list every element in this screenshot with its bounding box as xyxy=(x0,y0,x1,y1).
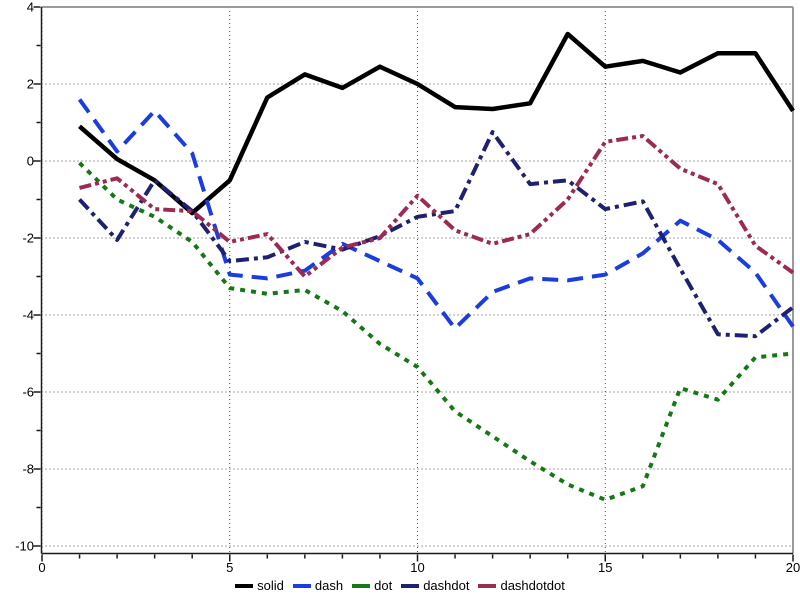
series-solid xyxy=(78,31,795,216)
legend-swatch-dash xyxy=(292,583,311,588)
x-tick-label: 20 xyxy=(786,560,800,575)
legend-label-solid: solid xyxy=(257,578,284,593)
legend-swatch-solid xyxy=(235,583,254,588)
legend-item-dot: dot xyxy=(352,578,392,593)
legend-item-dashdot: dashdot xyxy=(401,578,469,593)
y-tick-label: 2 xyxy=(27,77,34,92)
legend-label-dashdotdot: dashdotdot xyxy=(500,578,565,593)
y-tick-label: -4 xyxy=(22,308,34,323)
y-tick-label: -8 xyxy=(22,462,34,477)
legend-item-solid: solid xyxy=(235,578,284,593)
legend-label-dashdot: dashdot xyxy=(423,578,470,593)
legend-label-dot: dot xyxy=(374,578,393,593)
legend-swatch-dashdotdot xyxy=(478,583,497,588)
y-tick-label: 4 xyxy=(27,0,34,15)
y-tick-label: -6 xyxy=(22,385,34,400)
legend-swatch-dot xyxy=(352,583,371,588)
legend-item-dash: dash xyxy=(292,578,344,593)
legend-label-dash: dash xyxy=(314,578,344,593)
chart-legend: solid dash dot dashdot dashdotdot xyxy=(0,578,800,593)
x-tick-label: 5 xyxy=(226,560,233,575)
x-tick-label: 15 xyxy=(598,560,612,575)
y-tick-label: -2 xyxy=(22,231,34,246)
series-dashdotdot xyxy=(79,134,795,279)
x-tick-label: 0 xyxy=(38,560,45,575)
legend-swatch-dashdot xyxy=(401,583,420,588)
series-dashdot xyxy=(78,130,795,339)
x-tick-label: 10 xyxy=(410,560,424,575)
y-tick-label: 0 xyxy=(27,154,34,169)
y-tick-label: -10 xyxy=(15,539,34,554)
series-dash xyxy=(77,98,795,331)
legend-item-dashdotdot: dashdotdot xyxy=(478,578,565,593)
series-dot xyxy=(78,161,794,502)
